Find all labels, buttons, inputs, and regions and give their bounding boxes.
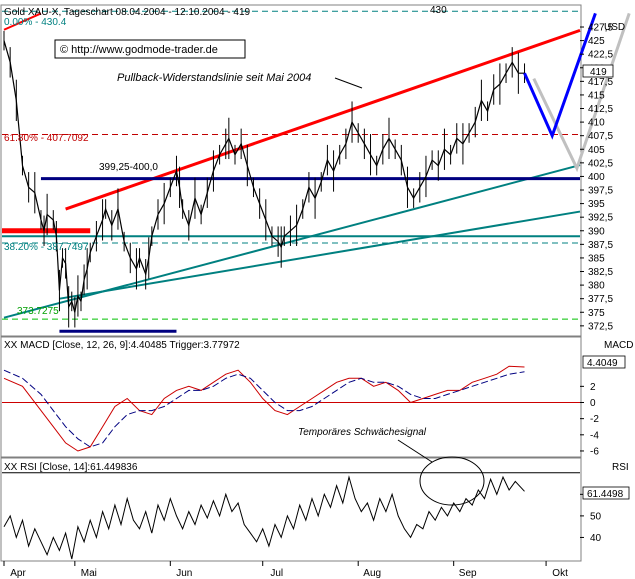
price-y-tick-label: 402,5 (588, 158, 613, 169)
x-tick-label: Jul (270, 568, 283, 579)
support-zone-label: 399,25-400,0 (99, 162, 158, 173)
axes: 372,5 375 377,5 380 382,5 385 387,5 390 392,5 395… (3, 23, 613, 579)
price-y-tick-label: 400 (588, 172, 605, 183)
price-y-tick-label: 387,5 (588, 240, 613, 251)
support-trend-line-lower (59, 210, 581, 300)
macd-last-value: 4.4049 (587, 358, 618, 369)
watermark: © http://www.godmode-trader.de (60, 44, 218, 56)
rsi-panel-frame (0, 457, 582, 562)
rsi-legend: XX RSI [Close, 14]:61.449836 (4, 462, 138, 473)
price-y-tick-label: 380 (588, 281, 605, 292)
price-y-tick-label: 390 (588, 226, 605, 237)
fib-label-382: 38.20% - 387.7497 (4, 242, 89, 253)
price-last-value-box (582, 64, 614, 78)
currency-label: USD (604, 22, 625, 33)
price-y-tick-label: 422,5 (588, 50, 613, 61)
price-y-tick-label: 425 (588, 36, 605, 47)
price-panel (2, 10, 631, 333)
price-y-tick-label: 427,5 (588, 23, 613, 34)
rsi-y-tick-label: 40 (590, 533, 602, 544)
chart-title: Gold XAU-X, Tageschart 08.04.2004 - 12.1… (4, 7, 251, 18)
fib-label-low: 373.7275 (17, 306, 59, 317)
x-tick-label: Apr (10, 568, 26, 579)
price-panel-frame (0, 4, 582, 337)
macd-series-trigger (3, 369, 525, 448)
rsi-y-tick-label: 50 (590, 511, 602, 522)
price-y-tick-label: 410 (588, 118, 605, 129)
price-y-tick-label: 417,5 (588, 77, 613, 88)
price-y-tick-label: 382,5 (588, 267, 613, 278)
x-tick-label: Sep (459, 568, 477, 579)
price-y-tick-label: 412,5 (588, 104, 613, 115)
price-y-tick-label: 397,5 (588, 186, 613, 197)
macd-series-macd (3, 365, 525, 452)
pullback-pointer (334, 77, 363, 89)
weakness-pointer (397, 439, 433, 463)
price-y-tick-label: 392,5 (588, 213, 613, 224)
rsi-last-value-box (582, 486, 630, 500)
price-y-tick-label: 405 (588, 145, 605, 156)
rsi-last-value: 61.4498 (587, 489, 624, 500)
macd-panel (2, 365, 580, 452)
rsi-panel (2, 472, 580, 560)
old-resistance-line (3, 12, 42, 31)
x-tick-label: Jun (176, 568, 192, 579)
macd-y-tick-label: -6 (590, 446, 599, 457)
price-y-tick-label: 385 (588, 253, 605, 264)
watermark-box (54, 39, 246, 59)
macd-axis-title: MACD (604, 340, 633, 351)
x-tick-label: Aug (363, 568, 381, 579)
x-tick-label: Okt (552, 568, 568, 579)
x-tick-label: Mai (81, 568, 97, 579)
macd-y-tick-label: -2 (590, 414, 599, 425)
rsi-series-line (3, 475, 525, 560)
rsi-axis-title: RSI (612, 462, 629, 473)
price-y-tick-label: 377,5 (588, 294, 613, 305)
macd-last-value-box (582, 355, 626, 369)
price-y-tick-label: 407,5 (588, 131, 613, 142)
price-y-tick-label: 375 (588, 308, 605, 319)
price-last-value: 419 (590, 67, 607, 78)
price-y-tick-label: 415 (588, 90, 605, 101)
weakness-circle (419, 456, 485, 506)
macd-y-tick-label: -4 (590, 430, 599, 441)
pullback-annotation: Pullback-Widerstandslinie seit Mai 2004 (117, 72, 311, 84)
price-y-tick-label: 395 (588, 199, 605, 210)
fib-label-618: 61.80% - 407.7092 (4, 133, 89, 144)
macd-y-tick-label: 0 (590, 398, 596, 409)
macd-panel-frame (0, 336, 582, 458)
macd-legend: XX MACD [Close, 12, 26, 9]:4.40485 Trigg… (4, 340, 240, 351)
top-value-label: 430 (430, 5, 447, 16)
weakness-annotation: Temporäres Schwächesignal (298, 427, 427, 438)
fib-label-0: 0.00% - 430.4 (4, 17, 67, 28)
macd-y-tick-label: 2 (590, 382, 596, 393)
price-y-tick-label: 372,5 (588, 321, 613, 332)
